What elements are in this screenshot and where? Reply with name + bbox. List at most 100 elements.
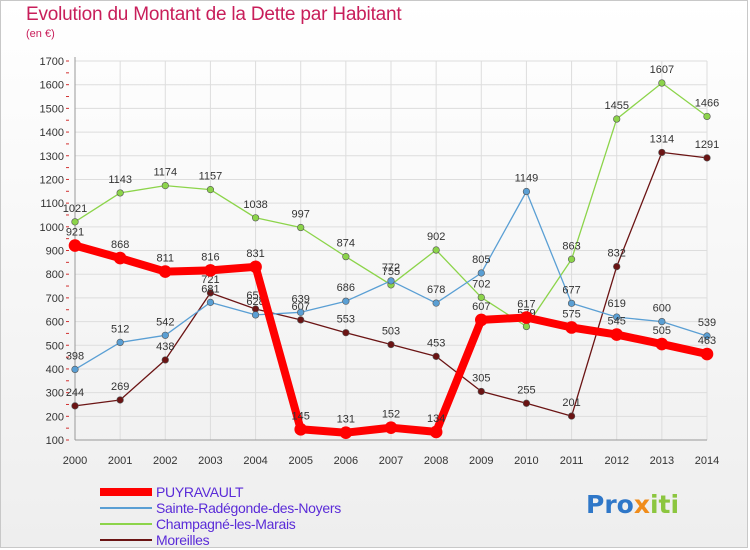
data-point (158, 265, 172, 278)
x-tick-label: 2007 (379, 455, 403, 467)
data-label: 686 (337, 282, 355, 294)
data-label: 997 (292, 209, 310, 221)
data-point (339, 426, 353, 439)
chart-legend: PUYRAVAULT Sainte-Radégonde-des-Noyers Cha… (100, 484, 420, 548)
data-point (520, 311, 533, 324)
legend-swatch (100, 507, 152, 509)
data-point (294, 423, 308, 436)
data-label: 805 (472, 254, 490, 266)
data-label: 831 (246, 248, 264, 260)
data-label: 542 (156, 316, 174, 328)
legend-swatch (100, 523, 152, 525)
x-tick-label: 2003 (198, 455, 222, 467)
data-label: 1314 (650, 133, 674, 145)
x-tick-label: 2009 (469, 455, 493, 467)
x-tick-label: 2006 (334, 455, 358, 467)
data-point (429, 425, 443, 439)
data-label: 255 (517, 384, 535, 396)
data-point (297, 316, 305, 324)
data-point (206, 289, 215, 297)
data-label: 201 (562, 397, 580, 409)
y-tick-label: 1000 (40, 222, 64, 234)
data-label: 868 (111, 239, 129, 251)
y-tick-label: 500 (46, 340, 64, 352)
legend-label: PUYRAVAULT (156, 484, 244, 500)
data-label: 463 (698, 335, 716, 347)
data-label: 305 (472, 372, 490, 384)
data-point (71, 402, 79, 410)
data-label: 438 (156, 341, 174, 353)
data-label: 398 (66, 350, 84, 362)
y-tick-label: 1200 (40, 174, 64, 186)
y-tick-label: 1100 (40, 198, 64, 210)
data-point (68, 239, 82, 252)
chart-title: Evolution du Montant de la Dette par Hab… (26, 4, 402, 25)
data-label: 921 (66, 227, 84, 239)
data-label: 512 (111, 323, 129, 335)
y-tick-label: 900 (46, 246, 64, 258)
data-point (204, 264, 217, 277)
data-point (113, 251, 127, 265)
data-label: 1174 (153, 167, 177, 179)
data-point (116, 189, 124, 197)
data-point (387, 340, 395, 349)
data-label: 244 (66, 387, 84, 399)
data-label: 1038 (243, 199, 267, 211)
data-label: 678 (427, 284, 445, 296)
x-tick-label: 2014 (695, 455, 719, 467)
data-point (71, 365, 79, 374)
y-tick-label: 700 (46, 293, 64, 305)
data-point (703, 112, 711, 121)
data-label: 617 (517, 299, 535, 311)
data-label: 772 (382, 262, 400, 274)
data-label: 1157 (199, 171, 223, 183)
data-point (161, 356, 169, 364)
data-point (206, 186, 215, 194)
legend-label: Sainte-Radégonde-des-Noyers (156, 500, 341, 516)
data-label: 628 (246, 296, 264, 308)
x-tick-label: 2002 (153, 455, 177, 467)
y-tick-label: 800 (46, 269, 64, 281)
data-label: 902 (427, 231, 445, 243)
data-label: 607 (472, 301, 490, 313)
data-point (387, 277, 395, 285)
x-tick-label: 2008 (424, 455, 448, 467)
data-label: 545 (608, 316, 626, 328)
y-tick-label: 600 (46, 317, 64, 329)
data-point (477, 293, 485, 302)
legend-swatch (100, 539, 152, 541)
data-point (342, 297, 350, 305)
data-point (658, 317, 666, 326)
x-tick-label: 2004 (243, 455, 267, 467)
x-tick-label: 2010 (514, 455, 538, 467)
data-label: 702 (472, 278, 490, 290)
legend-item: PUYRAVAULT (100, 484, 420, 500)
x-tick-label: 2011 (560, 455, 584, 467)
data-label: 539 (698, 317, 716, 329)
data-point (342, 329, 350, 337)
data-label: 677 (562, 284, 580, 296)
data-label: 503 (382, 326, 400, 338)
y-tick-label: 1400 (40, 127, 64, 139)
y-tick-label: 300 (46, 388, 64, 400)
data-label: 619 (608, 298, 626, 310)
data-label: 1291 (695, 139, 719, 151)
data-point (249, 260, 262, 274)
data-label: 131 (337, 414, 355, 426)
data-point (432, 299, 440, 307)
data-point (116, 338, 124, 347)
data-point (161, 181, 169, 190)
data-label: 269 (111, 381, 129, 393)
chart-unit-label: (en €) (26, 28, 55, 40)
data-label: 832 (608, 248, 626, 260)
data-point (610, 328, 624, 341)
data-label: 1455 (604, 100, 628, 112)
data-label: 755 (382, 266, 400, 278)
data-label: 575 (562, 308, 580, 320)
x-tick-label: 2000 (63, 455, 87, 467)
legend-item: Champagné-les-Marais (100, 516, 420, 532)
legend-label: Moreilles (156, 532, 210, 548)
data-label: 721 (201, 274, 219, 286)
data-label: 1143 (108, 174, 132, 186)
data-point (567, 412, 576, 420)
